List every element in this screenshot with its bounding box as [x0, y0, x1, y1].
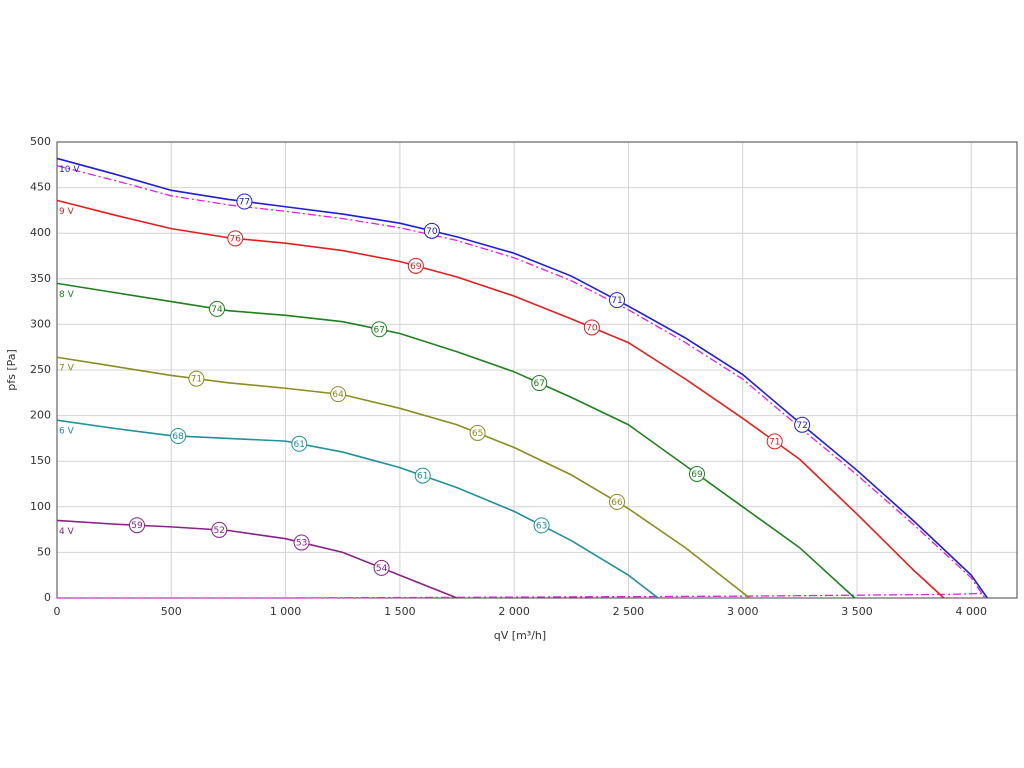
marker-label: 70 — [586, 323, 598, 333]
marker-label: 66 — [611, 498, 623, 508]
curve-marker — [423, 222, 440, 239]
y-tick-label: 150 — [30, 454, 51, 467]
x-tick-label: 0 — [54, 605, 61, 618]
marker-label: 61 — [417, 472, 428, 482]
curve-marker — [609, 493, 625, 510]
marker-label: 65 — [472, 429, 483, 439]
y-tick-label: 400 — [30, 226, 51, 239]
marker-label: 54 — [376, 564, 388, 574]
y-tick-label: 50 — [37, 545, 51, 558]
curve-marker — [236, 193, 253, 210]
marker-label: 69 — [410, 262, 422, 272]
y-tick-label: 0 — [44, 591, 51, 604]
curve-marker — [407, 257, 424, 274]
curve-marker — [371, 321, 388, 338]
x-tick-label: 3 500 — [841, 605, 873, 618]
curve-marker — [211, 521, 228, 538]
curve — [56, 157, 988, 599]
marker-label: 71 — [769, 437, 780, 447]
marker-label: 61 — [294, 440, 305, 450]
marker-label: 53 — [296, 539, 307, 549]
curve-marker — [209, 300, 225, 317]
marker-label: 63 — [536, 521, 547, 531]
y-tick-label: 250 — [30, 363, 51, 376]
y-tick-label: 100 — [30, 500, 51, 513]
marker-label: 52 — [214, 526, 225, 536]
curve-marker — [609, 292, 625, 309]
curve-marker — [414, 467, 431, 484]
x-tick-label: 1 000 — [270, 605, 302, 618]
x-tick-label: 500 — [161, 605, 182, 618]
curve-marker — [330, 386, 347, 403]
marker-label: 67 — [374, 325, 385, 335]
curve — [56, 519, 458, 599]
y-tick-label: 500 — [30, 135, 51, 148]
marker-label: 71 — [611, 296, 622, 306]
marker-label: 70 — [426, 227, 438, 237]
curve-marker — [227, 230, 244, 247]
plot-frame — [56, 141, 1018, 599]
marker-label: 67 — [534, 379, 545, 389]
curve — [56, 419, 659, 599]
y-tick-label: 350 — [30, 272, 51, 285]
curve-marker — [293, 534, 310, 551]
x-tick-label: 1 500 — [384, 605, 416, 618]
curve-marker — [533, 517, 550, 534]
series-label: 10 V — [59, 165, 80, 175]
marker-label: 72 — [796, 421, 807, 431]
marker-label: 69 — [691, 470, 703, 480]
series-label: 4 V — [59, 527, 75, 537]
series-label: 8 V — [59, 290, 75, 300]
curve-marker — [170, 427, 187, 444]
y-tick-label: 450 — [30, 181, 51, 194]
curve — [56, 356, 751, 599]
series-label: 6 V — [59, 427, 75, 437]
curve-marker — [689, 465, 705, 482]
series-label: 9 V — [59, 207, 75, 217]
x-axis-label: qV [m³/h] — [494, 629, 546, 642]
marker-label: 74 — [211, 305, 223, 315]
y-tick-label: 300 — [30, 317, 51, 330]
x-tick-label: 2 500 — [613, 605, 645, 618]
x-tick-label: 2 000 — [498, 605, 530, 618]
y-tick-label: 200 — [30, 409, 51, 422]
marker-label: 71 — [191, 375, 202, 385]
marker-label: 59 — [131, 521, 143, 531]
marker-label: 68 — [172, 432, 184, 442]
x-tick-label: 3 000 — [727, 605, 759, 618]
curve-marker — [188, 370, 205, 387]
series-label: 7 V — [59, 364, 75, 374]
curve — [56, 165, 986, 599]
x-tick-label: 4 000 — [956, 605, 988, 618]
curve-marker — [373, 559, 390, 576]
curve-marker — [291, 435, 308, 452]
y-axis-label: pfs [Pa] — [5, 349, 18, 391]
curve-marker — [129, 517, 145, 534]
curve-marker — [469, 424, 486, 441]
marker-label: 64 — [332, 390, 344, 400]
curve-marker — [531, 375, 548, 392]
curve-marker — [794, 416, 811, 433]
curve — [57, 592, 986, 599]
curve — [56, 199, 945, 599]
curve — [56, 282, 856, 599]
curve-marker — [583, 319, 600, 336]
marker-label: 77 — [239, 197, 250, 207]
marker-label: 76 — [230, 234, 242, 244]
curve-marker — [766, 433, 783, 450]
